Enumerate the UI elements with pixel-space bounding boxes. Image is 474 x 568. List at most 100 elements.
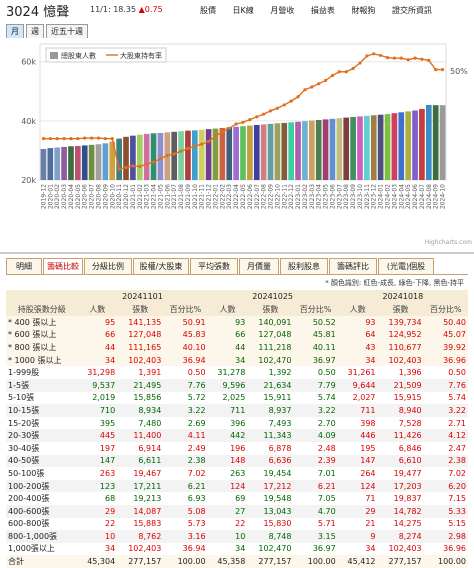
nav-link-kline[interactable]: 日K線 xyxy=(232,6,254,15)
tab-50-weeks[interactable]: 近五十週 xyxy=(46,24,88,38)
line-point xyxy=(392,56,396,60)
table-cell: 17,203 xyxy=(377,479,424,493)
table-cell: 127,048 xyxy=(247,328,294,342)
table-cell: 31,261 xyxy=(337,366,378,379)
table-cell: 2.71 xyxy=(423,416,468,430)
table-cell: 15,883 xyxy=(117,517,164,531)
x-tick-label: 2024-08 xyxy=(426,184,433,209)
x-tick-label: 2020-12 xyxy=(123,184,130,209)
line-point xyxy=(206,139,211,143)
table-cell: 14,087 xyxy=(117,504,164,518)
level-label: * 1000 張以上 xyxy=(6,353,78,367)
line-point xyxy=(69,137,73,141)
line-point xyxy=(234,122,238,126)
bar xyxy=(247,125,253,180)
table-cell: 0.50 xyxy=(293,366,338,379)
table-cell: 9,537 xyxy=(77,378,118,392)
table-cell: 9 xyxy=(337,530,378,543)
price-date-value: 11/1: 18.35 xyxy=(90,5,137,14)
nav-link-statementdog[interactable]: 財報狗 xyxy=(351,6,376,15)
y-right-tick-label: 50% xyxy=(450,67,468,76)
table-cell: 44 xyxy=(207,341,248,354)
line-point xyxy=(193,144,197,148)
color-legend-note: * 顏色識別: 紅色-成長, 綠色-下降, 黑色-持平 xyxy=(325,279,464,287)
y-left-tick-label: 60k xyxy=(21,58,36,67)
bar xyxy=(219,127,226,180)
table-cell: 110,677 xyxy=(377,341,424,354)
y-left-tick-label: 20k xyxy=(21,176,36,185)
table-row: 30-40張 197 6,914 2.49 196 6,878 2.48 195 6,846 2.… xyxy=(6,441,468,455)
section-tabs: 明細 籌碼比較 分級比例 股權/大股東 平均張數 月價量 股利股息 籌碼評比 (… xyxy=(6,258,468,275)
x-tick-label: 2020-11 xyxy=(116,184,123,209)
tab-major-holders[interactable]: 股權/大股東 xyxy=(133,258,189,274)
line-point xyxy=(262,112,266,116)
x-tick-label: 2021-07 xyxy=(171,184,178,209)
table-cell: 9,596 xyxy=(207,378,248,392)
table-cell: 11,343 xyxy=(247,429,294,442)
table-cell: 17,212 xyxy=(247,479,294,493)
column-header: 人數 xyxy=(337,303,378,316)
table-cell: 446 xyxy=(337,429,378,442)
table-cell: 2,027 xyxy=(337,391,378,405)
bar xyxy=(329,118,336,180)
x-tick-label: 2021-08 xyxy=(178,184,185,209)
x-tick-label: 2023-07 xyxy=(336,184,343,209)
bar xyxy=(419,109,425,180)
table-cell: 34 xyxy=(77,353,118,367)
bar xyxy=(240,126,246,180)
line-point xyxy=(317,82,321,86)
tab-sector-stocks[interactable]: (光電)個股 xyxy=(378,258,434,274)
line-point xyxy=(434,67,438,72)
column-header: 百分比% xyxy=(293,303,338,316)
x-tick-label: 2021-01 xyxy=(130,184,137,209)
table-cell: 445 xyxy=(77,429,118,442)
tab-chip-compare[interactable]: 籌碼比較 xyxy=(43,258,83,274)
nav-link-price[interactable]: 股價 xyxy=(200,6,216,15)
x-tick-label: 2023-12 xyxy=(371,184,378,209)
table-cell: 45,412 xyxy=(337,555,378,568)
tab-monthly-price-volume[interactable]: 月價量 xyxy=(239,258,279,274)
tab-chip-rating[interactable]: 籌碼評比 xyxy=(329,258,377,274)
table-cell: 147 xyxy=(337,454,378,468)
table-cell: 6.21 xyxy=(163,479,208,493)
table-cell: 19,467 xyxy=(117,467,164,480)
table-cell: 34 xyxy=(77,542,118,556)
tab-week[interactable]: 週 xyxy=(26,24,44,38)
table-cell: 5.72 xyxy=(163,391,208,405)
table-cell: 711 xyxy=(337,404,378,417)
summary-row: * 400 張以上 95 141,135 50.91 93 140,091 50.52 93 1… xyxy=(6,316,468,329)
x-tick-label: 2023-06 xyxy=(329,184,336,209)
table-cell: 50.52 xyxy=(293,316,338,329)
tab-month[interactable]: 月 xyxy=(6,24,24,38)
nav-link-revenue[interactable]: 月營收 xyxy=(270,6,295,15)
tab-dividends[interactable]: 股利股息 xyxy=(280,258,328,274)
line-point xyxy=(158,157,163,161)
nav-link-income[interactable]: 損益表 xyxy=(310,6,335,15)
table-cell: 93 xyxy=(207,316,248,329)
table-cell: 34 xyxy=(337,353,378,367)
x-tick-label: 2024-01 xyxy=(378,184,385,209)
tab-detail[interactable]: 明細 xyxy=(6,258,42,274)
tab-level-ratio[interactable]: 分級比例 xyxy=(84,258,132,274)
table-cell: 6,610 xyxy=(377,454,424,468)
bar xyxy=(439,105,446,180)
table-cell: 1,391 xyxy=(117,366,164,379)
bar xyxy=(357,116,363,180)
nav-link-twse[interactable]: 證交所資訊 xyxy=(391,6,432,15)
tab-avg-lots[interactable]: 平均張數 xyxy=(190,258,238,274)
line-point xyxy=(90,136,94,140)
table-cell: 102,403 xyxy=(117,542,164,556)
nav-links: 股價 日K線 月營收 損益表 財報狗 證交所資訊 xyxy=(200,5,446,16)
column-header: 百分比% xyxy=(163,303,208,316)
table-cell: 93 xyxy=(337,316,378,329)
bar xyxy=(95,144,102,180)
x-tick-label: 2024-03 xyxy=(391,184,398,209)
table-cell: 2.98 xyxy=(423,530,468,543)
table-cell: 102,470 xyxy=(247,353,294,367)
bar xyxy=(109,141,116,180)
line-point xyxy=(255,115,259,119)
line-point xyxy=(248,118,252,122)
table-cell: 4.11 xyxy=(163,429,208,442)
x-tick-label: 2020-03 xyxy=(61,184,68,209)
table-cell: 6,636 xyxy=(247,454,294,468)
